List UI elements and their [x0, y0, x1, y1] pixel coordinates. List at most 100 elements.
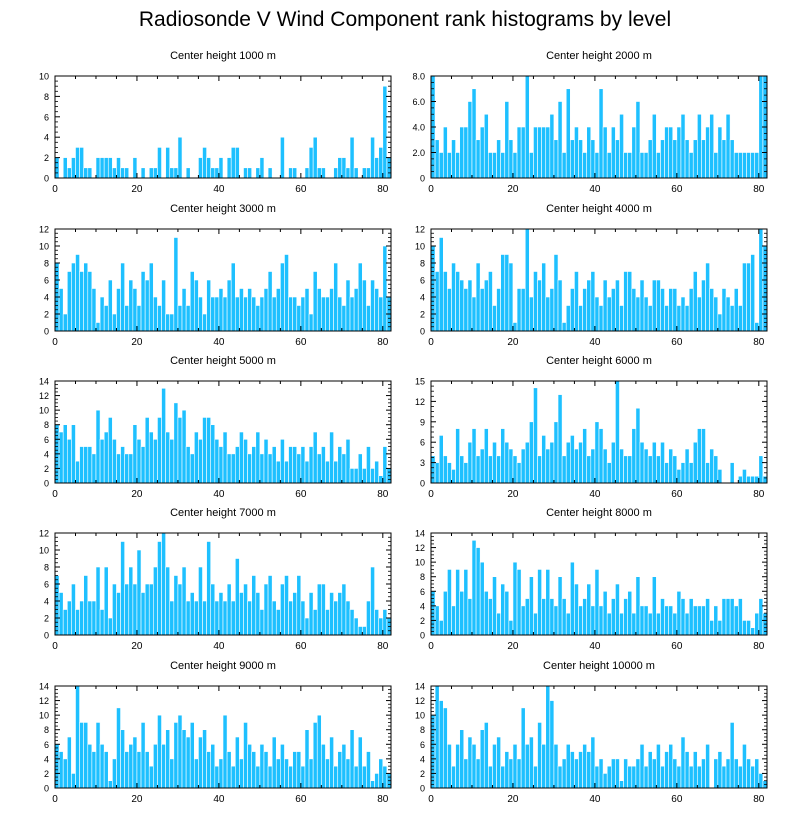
histogram-bar [660, 288, 665, 332]
histogram-bar [615, 279, 620, 332]
histogram-panel: Center height 3000 m 0 20 40 60 80 0 2 4 6 8 10 12 [39, 203, 392, 348]
histogram-bar [206, 279, 212, 332]
histogram-bar [370, 136, 375, 179]
histogram-bar [280, 743, 285, 789]
histogram-bar [325, 296, 330, 332]
histogram-bar [664, 305, 669, 332]
histogram-bar [136, 549, 142, 636]
histogram-bar [140, 446, 146, 484]
histogram-bar [222, 714, 228, 789]
histogram-bar [758, 773, 764, 789]
histogram-bar [639, 605, 645, 636]
histogram-bar [557, 765, 563, 789]
histogram-bar [120, 541, 125, 636]
histogram-bar [357, 262, 363, 332]
histogram-bar [124, 453, 130, 484]
histogram-bar [668, 605, 674, 636]
histogram-bar [610, 288, 616, 332]
histogram-bar [132, 288, 138, 332]
y-tick-label: 8 [44, 92, 49, 102]
histogram-bar [606, 296, 612, 332]
histogram-bar [668, 126, 674, 179]
histogram-bar [99, 609, 105, 636]
y-tick-label: 6 [44, 112, 49, 122]
histogram-bar [742, 262, 747, 332]
y-tick-label: 10 [39, 72, 49, 82]
histogram-bar [463, 126, 469, 179]
histogram-bar [280, 438, 285, 484]
histogram-bar [483, 279, 489, 332]
histogram-bar [467, 441, 473, 484]
histogram-bar [243, 583, 248, 636]
histogram-bar [467, 598, 473, 636]
histogram-bar [194, 431, 199, 484]
histogram-bar [565, 612, 571, 636]
y-tick-label: 2 [420, 769, 425, 779]
histogram-bar [173, 575, 179, 636]
y-tick-label: 12 [39, 225, 49, 235]
histogram-bar [578, 751, 583, 789]
histogram-bar [574, 126, 579, 179]
histogram-bar [226, 583, 232, 636]
histogram-bar [345, 438, 351, 484]
x-tick-label: 0 [428, 794, 434, 805]
histogram-bar [492, 152, 497, 179]
histogram-bar [259, 743, 265, 789]
histogram-bar [292, 446, 298, 484]
histogram-bar [713, 455, 719, 484]
histogram-bar [610, 758, 616, 789]
histogram-bar [259, 609, 265, 636]
histogram-bar [656, 279, 661, 332]
histogram-bar [173, 167, 179, 179]
panel-title: Center height 4000 m [546, 203, 652, 215]
y-tick-label: 0 [420, 174, 425, 184]
histogram-bar [144, 417, 150, 484]
histogram-bar [157, 541, 162, 636]
histogram-bar [288, 167, 293, 179]
histogram-bar [83, 722, 89, 789]
histogram-bar [255, 592, 261, 636]
histogram-bar [451, 139, 456, 179]
histogram-bar [169, 167, 175, 179]
histogram-bar [337, 157, 343, 179]
histogram-bar [537, 722, 542, 789]
y-tick-label: 2.0 [412, 148, 425, 158]
histogram-bar [362, 468, 367, 484]
histogram-bar [341, 743, 347, 789]
histogram-bar [316, 167, 322, 179]
histogram-bar [362, 167, 367, 179]
histogram-bar [312, 271, 318, 332]
histogram-bar [259, 157, 265, 179]
histogram-bar [288, 600, 293, 636]
histogram-bar [91, 751, 97, 789]
histogram-bar [308, 592, 314, 636]
histogram-bar [198, 438, 203, 484]
y-tick-label: 4.0 [412, 123, 425, 133]
histogram-bar [533, 126, 538, 179]
figure-title: Radiosonde V Wind Component rank histogr… [138, 8, 672, 31]
histogram-bar [255, 431, 261, 484]
histogram-bar [565, 305, 571, 332]
histogram-bar [333, 460, 339, 484]
y-tick-label: 6 [44, 276, 49, 286]
histogram-bar [198, 566, 203, 636]
x-tick-label: 40 [213, 489, 225, 500]
histogram-bar [725, 598, 731, 636]
panel-title: Center height 7000 m [170, 507, 276, 519]
histogram-bar [58, 288, 64, 332]
histogram-bar [504, 101, 510, 179]
histogram-bar [230, 600, 236, 636]
histogram-bar [112, 758, 117, 789]
histogram-bar [382, 609, 388, 636]
histogram-bar [284, 254, 289, 332]
histogram-bar [459, 729, 465, 789]
histogram-bar [124, 305, 130, 332]
histogram-bar [762, 475, 768, 484]
y-tick-label: 10 [415, 242, 425, 252]
histogram-bar [349, 729, 355, 789]
histogram-bar [345, 279, 351, 332]
histogram-bar [705, 462, 710, 484]
histogram-bar [230, 765, 236, 789]
histogram-bar [717, 751, 723, 789]
histogram-bar [91, 453, 97, 484]
